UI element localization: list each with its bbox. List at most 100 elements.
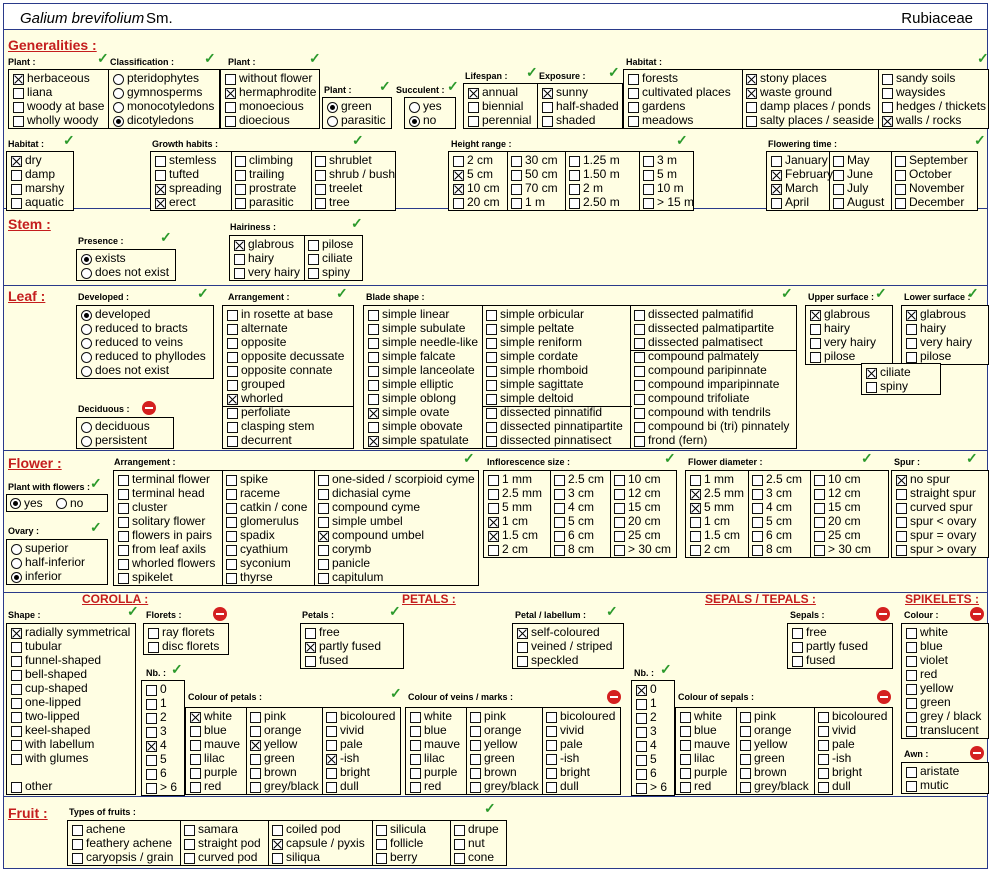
checkbox-2-5-mm[interactable]: 2.5 mm — [688, 487, 750, 501]
checkbox[interactable] — [643, 156, 654, 167]
checkbox-partly-fused[interactable]: partly fused — [303, 640, 403, 654]
checkbox-2-5-cm[interactable]: 2.5 cm — [750, 473, 812, 487]
checkbox[interactable] — [690, 545, 701, 556]
checkbox[interactable] — [318, 531, 329, 542]
checkbox[interactable] — [511, 198, 522, 209]
radio-monocotyledons[interactable]: monocotyledons — [111, 100, 219, 114]
checkbox[interactable] — [517, 642, 528, 653]
checkbox[interactable] — [814, 531, 825, 542]
checkbox[interactable] — [470, 726, 481, 737]
checkbox[interactable] — [368, 324, 379, 335]
checkbox-gardens[interactable]: gardens — [626, 100, 744, 114]
checkbox[interactable] — [882, 88, 893, 99]
checkbox[interactable] — [810, 310, 821, 321]
checkbox-opposite-connate[interactable]: opposite connate — [225, 364, 353, 378]
checkbox[interactable] — [680, 726, 691, 737]
checkbox[interactable] — [318, 489, 329, 500]
checkbox-caryopsis-grain[interactable]: caryopsis / grain — [70, 851, 182, 865]
checkbox-simple-obovate[interactable]: simple obovate — [366, 420, 484, 434]
checkbox[interactable] — [305, 642, 316, 653]
checkbox-4[interactable]: 4 — [144, 739, 184, 753]
checkbox-spiny[interactable]: spiny — [864, 380, 940, 394]
checkbox-vivid[interactable]: vivid — [324, 724, 400, 738]
checkbox-2-cm[interactable]: 2 cm — [688, 543, 750, 557]
checkbox-orange[interactable]: orange — [738, 724, 816, 738]
radio-dot[interactable] — [409, 102, 420, 113]
checkbox[interactable] — [810, 338, 821, 349]
radio-dot[interactable] — [11, 544, 22, 555]
checkbox[interactable] — [454, 825, 465, 836]
checkbox-6[interactable]: 6 — [634, 767, 674, 781]
checkbox[interactable] — [833, 156, 844, 167]
checkbox-july[interactable]: July — [831, 182, 893, 196]
radio-dot[interactable] — [81, 324, 92, 335]
checkbox-4-cm[interactable]: 4 cm — [750, 501, 812, 515]
checkbox-yellow[interactable]: yellow — [248, 738, 324, 752]
checkbox[interactable] — [636, 755, 647, 766]
checkbox[interactable] — [11, 782, 22, 793]
checkbox-10-m[interactable]: 10 m — [641, 182, 693, 196]
checkbox-straight-pod[interactable]: straight pod — [182, 837, 270, 851]
checkbox-3-cm[interactable]: 3 cm — [750, 487, 812, 501]
checkbox-hedges-thickets[interactable]: hedges / thickets — [880, 100, 988, 114]
checkbox-climbing[interactable]: climbing — [233, 154, 313, 168]
checkbox[interactable] — [882, 116, 893, 127]
checkbox[interactable] — [486, 380, 497, 391]
checkbox-blue[interactable]: blue — [188, 724, 248, 738]
checkbox-12-cm[interactable]: 12 cm — [812, 487, 888, 501]
checkbox-pink[interactable]: pink — [468, 710, 544, 724]
checkbox[interactable] — [833, 198, 844, 209]
checkbox[interactable] — [634, 366, 645, 377]
checkbox[interactable] — [225, 88, 236, 99]
checkbox-erect[interactable]: erect — [153, 196, 233, 210]
checkbox-10-cm[interactable]: 10 cm — [451, 182, 509, 196]
checkbox[interactable] — [190, 754, 201, 765]
checkbox-green[interactable]: green — [738, 752, 816, 766]
checkbox[interactable] — [488, 475, 499, 486]
radio-reduced-to-bracts[interactable]: reduced to bracts — [79, 322, 213, 336]
checkbox-berry[interactable]: berry — [374, 851, 452, 865]
checkbox-6[interactable]: > 6 — [634, 781, 674, 795]
checkbox-simple-peltate[interactable]: simple peltate — [484, 322, 632, 336]
checkbox-october[interactable]: October — [893, 168, 977, 182]
checkbox[interactable] — [771, 156, 782, 167]
checkbox-compound-paripinnate[interactable]: compound paripinnate — [632, 364, 796, 378]
checkbox[interactable] — [468, 88, 479, 99]
checkbox[interactable] — [511, 156, 522, 167]
checkbox-in-rosette-at-base[interactable]: in rosette at base — [225, 308, 353, 322]
checkbox[interactable] — [636, 685, 647, 696]
checkbox[interactable] — [814, 517, 825, 528]
checkbox[interactable] — [690, 489, 701, 500]
checkbox-5-cm[interactable]: 5 cm — [451, 168, 509, 182]
checkbox-brown[interactable]: brown — [468, 766, 544, 780]
checkbox[interactable] — [453, 184, 464, 195]
checkbox[interactable] — [752, 517, 763, 528]
checkbox-wholly-woody[interactable]: wholly woody — [11, 114, 109, 128]
checkbox-silicula[interactable]: silicula — [374, 823, 452, 837]
checkbox[interactable] — [190, 726, 201, 737]
checkbox[interactable] — [554, 489, 565, 500]
checkbox[interactable] — [225, 74, 236, 85]
checkbox[interactable] — [814, 503, 825, 514]
checkbox-white[interactable]: white — [904, 626, 988, 640]
checkbox[interactable] — [227, 436, 238, 447]
checkbox[interactable] — [896, 545, 907, 556]
checkbox-simple-deltoid[interactable]: simple deltoid — [484, 392, 632, 406]
checkbox-august[interactable]: August — [831, 196, 893, 210]
checkbox-dull[interactable]: dull — [816, 780, 892, 794]
checkbox[interactable] — [906, 684, 917, 695]
checkbox-dissected-pinnatipartite[interactable]: dissected pinnatipartite — [484, 420, 632, 434]
checkbox[interactable] — [146, 727, 157, 738]
checkbox[interactable] — [376, 839, 387, 850]
checkbox-prostrate[interactable]: prostrate — [233, 182, 313, 196]
checkbox[interactable] — [227, 422, 238, 433]
checkbox[interactable] — [227, 380, 238, 391]
checkbox[interactable] — [118, 503, 129, 514]
checkbox[interactable] — [326, 712, 337, 723]
checkbox-6[interactable]: 6 — [144, 767, 184, 781]
checkbox-2-m[interactable]: 2 m — [567, 182, 641, 196]
radio-dot[interactable] — [81, 254, 92, 265]
checkbox[interactable] — [146, 783, 157, 794]
checkbox-syconium[interactable]: syconium — [224, 557, 316, 571]
checkbox[interactable] — [11, 684, 22, 695]
